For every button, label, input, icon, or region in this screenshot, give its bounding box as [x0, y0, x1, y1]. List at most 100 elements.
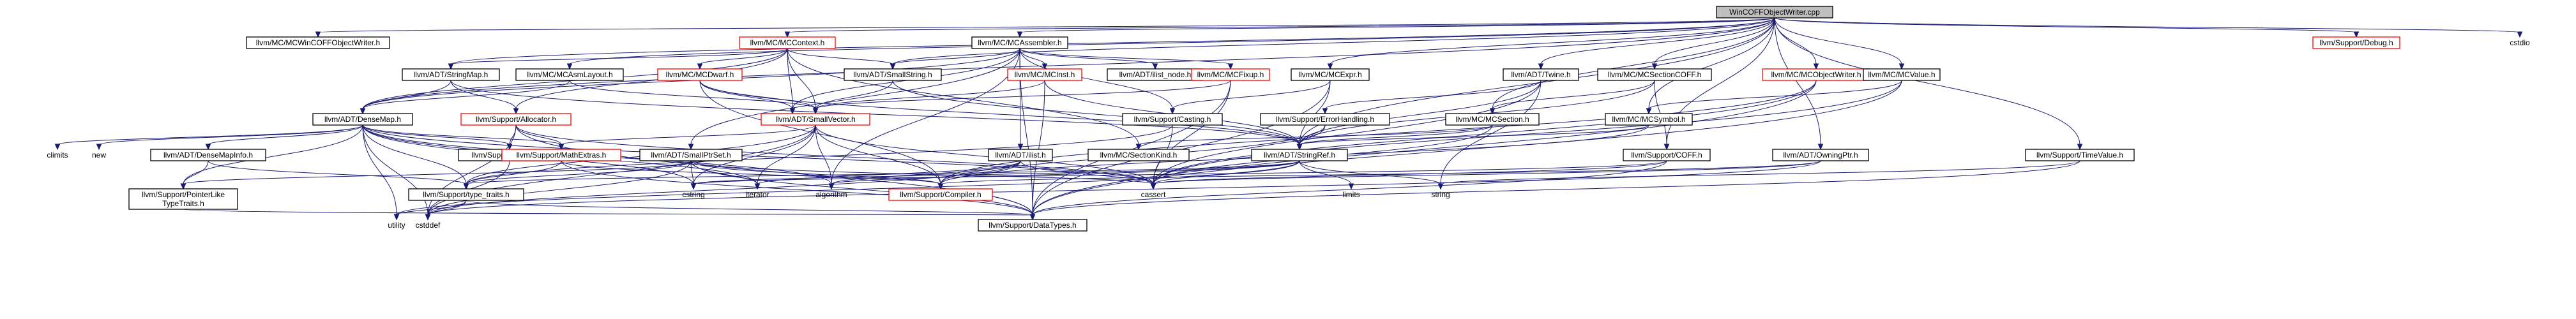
edge-stringref-to-utility — [396, 160, 1300, 216]
node-llvm-adt-ilist-h[interactable]: llvm/ADT/ilist.h — [988, 149, 1053, 161]
edge-root-to-cstdio — [1774, 17, 2520, 33]
node-llvm-mc-mcwincoffobjectwriter-h[interactable]: llvm/MC/MCWinCOFFObjectWriter.h — [246, 36, 390, 49]
node-box-llvm-support-compiler-h — [888, 188, 993, 201]
node-llvm-mc-mcasmlayout-h[interactable]: llvm/MC/MCAsmLayout.h — [515, 68, 624, 81]
edge-mcobjectwriter-to-compiler — [940, 80, 1817, 185]
node-llvm-mc-mcfixup-h[interactable]: llvm/MC/MCFixup.h — [1191, 68, 1270, 81]
node-llvm-support-type-traits-h[interactable]: llvm/Support/type_traits.h — [408, 188, 524, 201]
node-llvm-adt-ilist-node-h[interactable]: llvm/ADT/ilist_node.h — [1107, 68, 1204, 81]
node-label-cstddef: cstddef — [416, 221, 441, 230]
node-box-llvm-support-allocator-h — [460, 113, 572, 126]
edge-casting-to-typetraits — [466, 124, 1173, 185]
edge-root-to-mcobjectwriter — [1774, 17, 1817, 65]
node-limits: limits — [1342, 190, 1360, 199]
node-llvm-mc-mcobjectwriter-h[interactable]: llvm/MC/MCObjectWriter.h — [1762, 68, 1870, 81]
node-llvm-support-errorhandling-h[interactable]: llvm/Support/ErrorHandling.h — [1260, 113, 1390, 126]
node-box-llvm-mc-mcdwarf-h — [657, 68, 743, 81]
edge-arrowhead-mcassembler-to-mcinst — [1042, 63, 1048, 70]
edge-densemap-to-utility — [362, 124, 397, 216]
edge-mccontext-to-mcdwarf — [699, 48, 788, 65]
node-llvm-adt-densemapinfo-h[interactable]: llvm/ADT/DenseMapInfo.h — [150, 149, 266, 161]
node-box-llvm-adt-smallstring-h — [844, 68, 942, 81]
node-box-wincoffobjectwriter-cpp — [1716, 6, 1833, 19]
node-llvm-support-timevalue-h[interactable]: llvm/Support/TimeValue.h — [2025, 149, 2135, 161]
edge-mccontext-to-stringmap — [450, 48, 788, 65]
node-llvm-adt-twine-h[interactable]: llvm/ADT/Twine.h — [1503, 68, 1579, 81]
edge-arrowhead-root-to-mcexpr — [1327, 63, 1333, 70]
node-llvm-support-debug-h[interactable]: llvm/Support/Debug.h — [2312, 36, 2400, 49]
edge-ilist-to-algorithm — [831, 160, 1021, 185]
node-llvm-adt-smallvector-h[interactable]: llvm/ADT/SmallVector.h — [761, 113, 870, 126]
node-label-llvm-adt-ilist-h: llvm/ADT/ilist.h — [995, 151, 1045, 160]
edge-mcsection-to-stringref — [1299, 124, 1493, 145]
node-llvm-mc-mcsection-h[interactable]: llvm/MC/MCSection.h — [1445, 113, 1540, 126]
node-label-llvm-support-pointerlike-typetraits-h-line-2: TypeTraits.h — [162, 199, 204, 208]
node-label-llvm-adt-twine-h: llvm/ADT/Twine.h — [1511, 70, 1570, 79]
edge-mcdwarf-to-smallvector — [699, 80, 816, 110]
node-box-llvm-mc-mcfixup-h — [1191, 68, 1270, 81]
edge-arrowhead-stringmap-to-allocator — [513, 108, 519, 115]
edge-arrowhead-mcsection-to-mcsectionkind — [1135, 144, 1142, 151]
edge-densemap-to-typetraits — [362, 124, 467, 185]
edges-layer — [54, 17, 2523, 221]
node-label-llvm-adt-smallstring-h: llvm/ADT/SmallString.h — [853, 70, 932, 79]
node-box-llvm-mc-mccontext-h — [739, 36, 836, 49]
node-box-llvm-adt-owningptr-h — [1772, 149, 1869, 161]
edge-arrowhead-smallvector-to-mathextras — [558, 144, 564, 151]
edge-mcsection-to-mcsectionkind — [1138, 124, 1493, 145]
edge-arrowhead-mcassembler-to-smallstring — [890, 63, 896, 70]
node-llvm-adt-stringmap-h[interactable]: llvm/ADT/StringMap.h — [402, 68, 500, 81]
node-llvm-adt-stringref-h[interactable]: llvm/ADT/StringRef.h — [1251, 149, 1348, 161]
node-llvm-mc-sectionkind-h[interactable]: llvm/MC/SectionKind.h — [1087, 149, 1190, 161]
node-wincoffobjectwriter-cpp: WinCOFFObjectWriter.cpp — [1716, 6, 1833, 19]
node-label-new: new — [92, 151, 106, 160]
edge-arrowhead-root-to-mcasmlayout — [566, 63, 573, 70]
node-label-llvm-support-coff-h: llvm/Support/COFF.h — [1631, 151, 1702, 160]
node-llvm-mc-mcinst-h[interactable]: llvm/MC/MCInst.h — [1007, 68, 1082, 81]
node-label-llvm-adt-densemapinfo-h: llvm/ADT/DenseMapInfo.h — [163, 151, 253, 160]
edge-arrowhead-mccontext-to-stringmap — [448, 63, 454, 70]
node-label-climits: climits — [47, 151, 68, 160]
node-box-llvm-support-coff-h — [1623, 149, 1711, 161]
edge-smallvector-to-cassert — [815, 124, 1154, 185]
node-llvm-mc-mccontext-h[interactable]: llvm/MC/MCContext.h — [739, 36, 836, 49]
node-llvm-mc-mcsymbol-h[interactable]: llvm/MC/MCSymbol.h — [1605, 113, 1693, 126]
edge-smallptrset-to-ptrliketraits — [183, 160, 692, 185]
node-llvm-adt-smallptrset-h[interactable]: llvm/ADT/SmallPtrSet.h — [639, 149, 743, 161]
edge-mccontext-to-smallvector — [787, 48, 816, 110]
node-box-llvm-mc-mcexpr-h — [1291, 68, 1370, 81]
node-llvm-mc-mcassembler-h[interactable]: llvm/MC/MCAssembler.h — [971, 36, 1068, 49]
node-llvm-support-compiler-h[interactable]: llvm/Support/Compiler.h — [888, 188, 993, 201]
edge-mcasmlayout-to-densemap — [362, 80, 570, 110]
edge-densemap-to-cassert — [362, 124, 1154, 185]
node-llvm-mc-mcvalue-h[interactable]: llvm/MC/MCValue.h — [1863, 68, 1941, 81]
edge-mcsectioncoff-to-stringref — [1299, 80, 1655, 145]
node-llvm-support-mathextras-h[interactable]: llvm/Support/MathExtras.h — [501, 149, 621, 161]
edge-twine-to-errorhandling — [1324, 80, 1542, 110]
edge-allocator-to-cassert — [515, 124, 1154, 185]
node-llvm-support-datatypes-h[interactable]: llvm/Support/DataTypes.h — [978, 219, 1087, 232]
edge-stringmap-to-densemap — [362, 80, 451, 110]
node-llvm-adt-owningptr-h[interactable]: llvm/ADT/OwningPtr.h — [1772, 149, 1869, 161]
edge-arrowhead-mcassembler-to-smallptrset — [688, 144, 694, 151]
edge-allocator-to-mathextras — [515, 124, 562, 145]
edge-coff-to-cstring — [693, 160, 1667, 185]
node-llvm-support-allocator-h[interactable]: llvm/Support/Allocator.h — [460, 113, 572, 126]
edge-smallstring-to-smallvector — [815, 80, 893, 110]
node-llvm-adt-densemap-h[interactable]: llvm/ADT/DenseMap.h — [312, 113, 413, 126]
edge-arrowhead-mcassembler-to-ilistnode — [1152, 63, 1158, 70]
node-box-llvm-mc-mcvalue-h — [1863, 68, 1941, 81]
node-llvm-adt-smallstring-h[interactable]: llvm/ADT/SmallString.h — [844, 68, 942, 81]
edge-mcvalue-to-datatypes — [1032, 80, 1902, 216]
node-label-llvm-mc-mcsymbol-h: llvm/MC/MCSymbol.h — [1612, 115, 1685, 124]
node-llvm-support-casting-h[interactable]: llvm/Support/Casting.h — [1122, 113, 1223, 126]
edge-arrowhead-densemap-to-new — [96, 144, 102, 151]
node-llvm-mc-mcexpr-h[interactable]: llvm/MC/MCExpr.h — [1291, 68, 1370, 81]
node-label-limits: limits — [1342, 190, 1360, 199]
edge-stringmap-to-allocator — [450, 80, 517, 110]
node-llvm-support-coff-h[interactable]: llvm/Support/COFF.h — [1623, 149, 1711, 161]
node-llvm-mc-mcdwarf-h[interactable]: llvm/MC/MCDwarf.h — [657, 68, 743, 81]
node-llvm-mc-mcsectioncoff-h[interactable]: llvm/MC/MCSectionCOFF.h — [1597, 68, 1712, 81]
edge-stringref-to-limits — [1299, 160, 1352, 185]
